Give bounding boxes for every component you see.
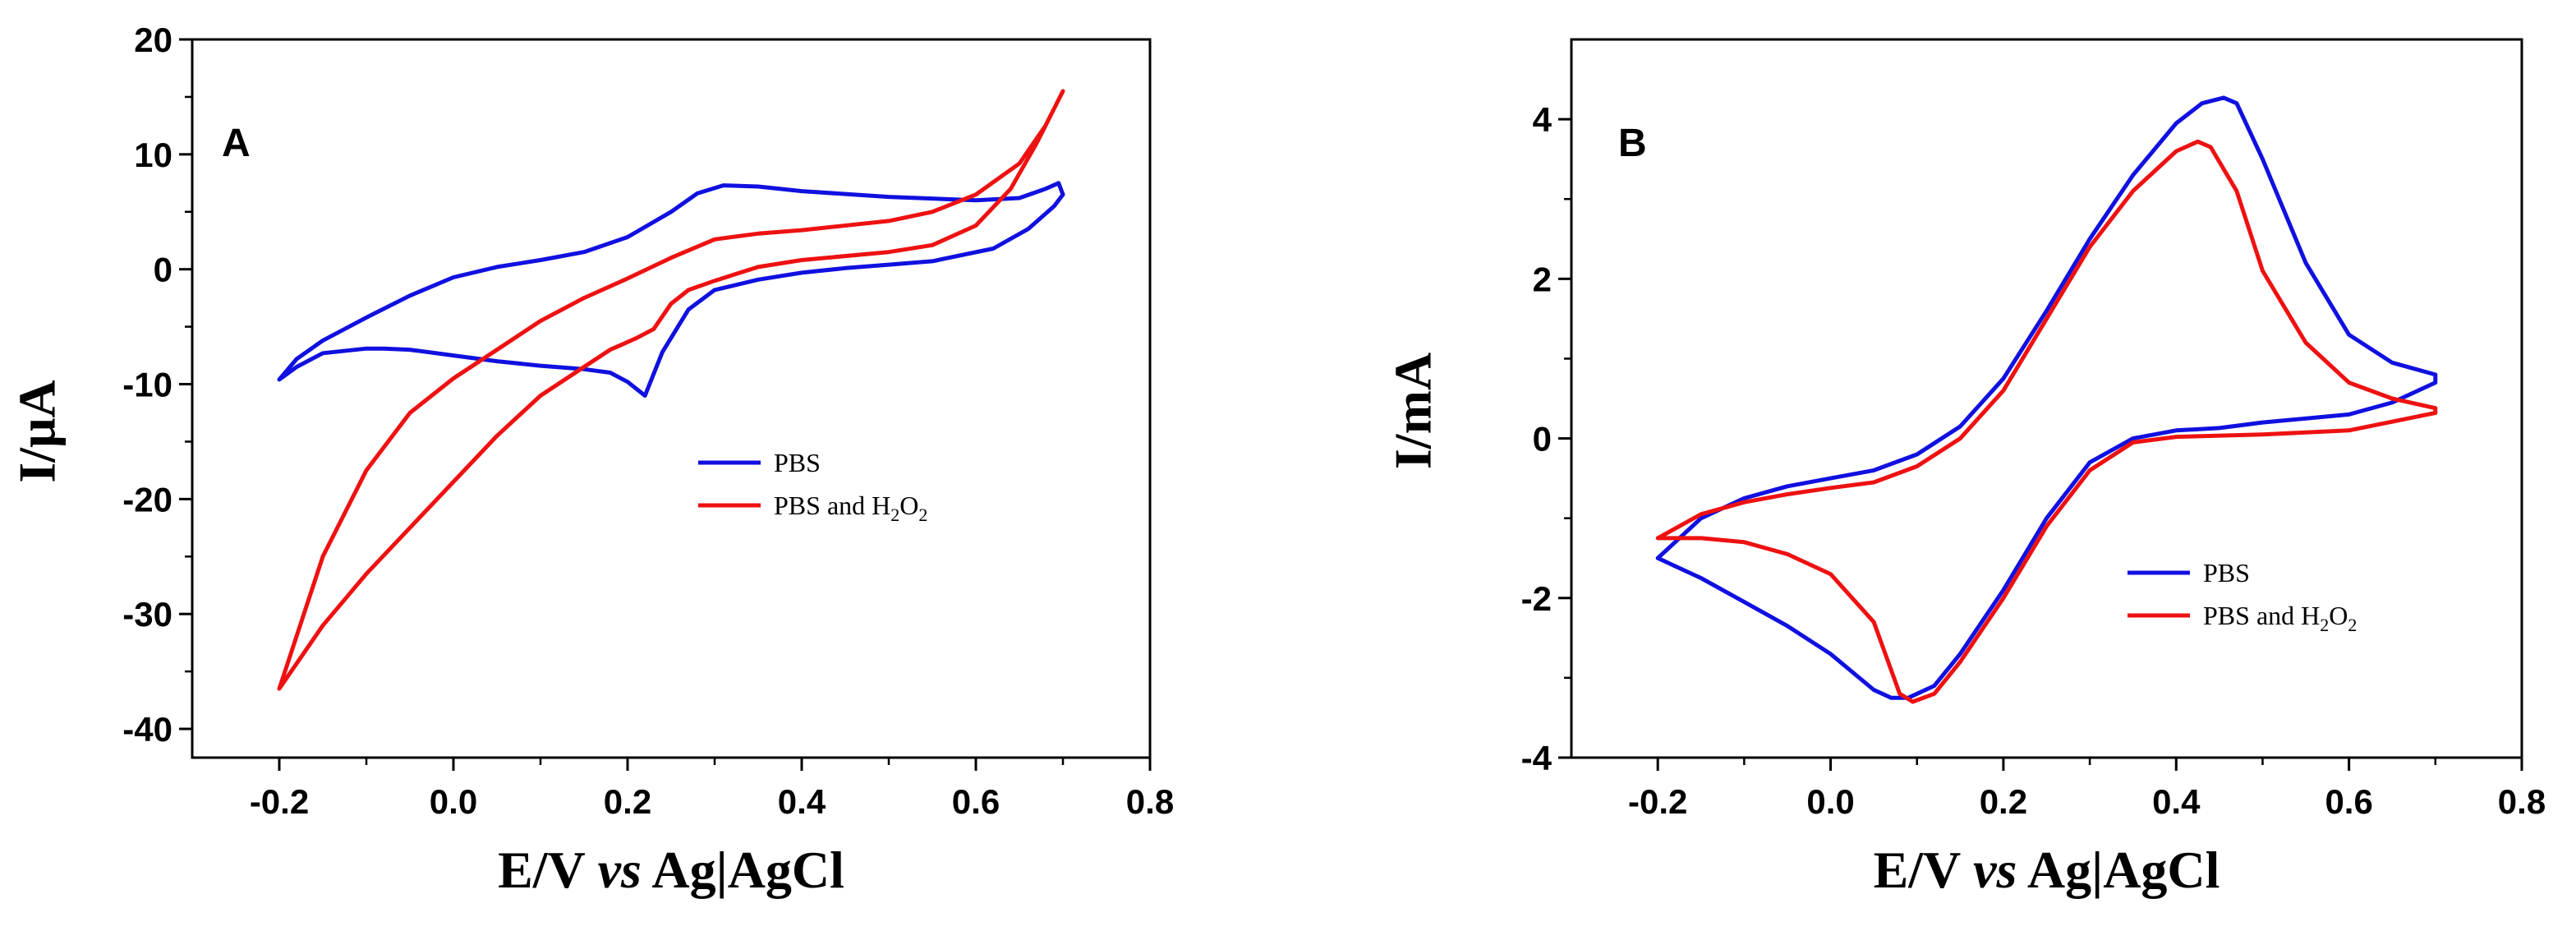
x-axis-title-part: E/V (498, 841, 598, 899)
x-tick-label: -0.2 (250, 782, 309, 821)
legend-label: PBS (2203, 558, 2250, 588)
y-axis-title: I/mA (1384, 353, 1442, 469)
x-tick-label: 0.0 (1806, 782, 1854, 821)
legend-label: PBS and H2O2 (2203, 601, 2357, 635)
chart-panel-a: -0.2 0.0 0.2 0.4 0.6 0.8 20 10 0 -10 -20 -30 -40 E/V … (8, 21, 1175, 899)
y-axis-title: I/μA (8, 380, 67, 482)
x-axis-title: E/V vs Ag|AgCl (1874, 841, 2220, 899)
legend-label-part: PBS and H (774, 491, 890, 520)
y-tick-label: -30 (122, 595, 172, 634)
x-tick-label: 0.4 (778, 782, 826, 821)
y-tick-label: -20 (122, 480, 172, 519)
x-tick-label: 0.0 (430, 782, 477, 821)
x-tick-label: 0.4 (2152, 782, 2201, 821)
y-tick-label: 4 (1533, 100, 1552, 139)
legend-label-part: O (2329, 601, 2348, 630)
chart-panel-b: -0.2 0.0 0.2 0.4 0.6 0.8 4 2 0 -2 -4 E/V vs Ag|AgCl… (1384, 38, 2546, 899)
y-tick-label: 10 (134, 136, 172, 174)
legend-label: PBS (774, 448, 821, 477)
x-tick-label: 0.8 (1126, 782, 1174, 821)
x-tick-label: 0.2 (1980, 782, 2027, 821)
series-line-pbs (277, 181, 1065, 398)
x-tick-label: 0.8 (2498, 782, 2546, 821)
legend-label-part: O (899, 491, 918, 520)
y-tick-label: -40 (122, 710, 172, 749)
y-tick-label: -4 (1521, 739, 1552, 777)
y-tick-label: -10 (122, 366, 172, 404)
series-line-pbs-and-h2o2 (277, 89, 1065, 691)
x-tick-label: 0.6 (952, 782, 1000, 821)
y-tick-label: -2 (1521, 579, 1552, 618)
legend-label-part: PBS (774, 448, 821, 477)
legend-label-part: 2 (2320, 615, 2329, 635)
y-tick-label: 20 (134, 21, 172, 59)
legend-label-part: PBS and H (2203, 601, 2320, 630)
x-axis-title-part: vs (598, 841, 642, 899)
panel-label: B (1618, 122, 1647, 165)
legend-label-part: 2 (2348, 615, 2357, 635)
x-axis-title-part: Ag|AgCl (642, 841, 844, 899)
x-axis-title: E/V vs Ag|AgCl (498, 841, 844, 899)
panel-label: A (222, 122, 251, 165)
legend-label: PBS and H2O2 (774, 491, 927, 525)
plot-frame (1570, 38, 2523, 759)
x-tick-label: 0.2 (604, 782, 651, 821)
legend-label-part: 2 (918, 505, 927, 525)
plot-frame (191, 38, 1152, 759)
legend-label-part: 2 (890, 505, 899, 525)
y-tick-label: 2 (1533, 260, 1552, 298)
x-axis-title-part: vs (1973, 841, 2017, 899)
x-tick-label: -0.2 (1628, 782, 1687, 821)
x-axis-title-part: E/V (1874, 841, 1974, 899)
y-tick-label: 0 (1533, 420, 1552, 459)
series-line-pbs-and-h2o2 (1655, 139, 2438, 704)
y-tick-label: 0 (154, 251, 172, 289)
x-tick-label: 0.6 (2325, 782, 2372, 821)
x-axis-title-part: Ag|AgCl (2017, 841, 2220, 899)
legend-label-part: PBS (2203, 558, 2250, 588)
